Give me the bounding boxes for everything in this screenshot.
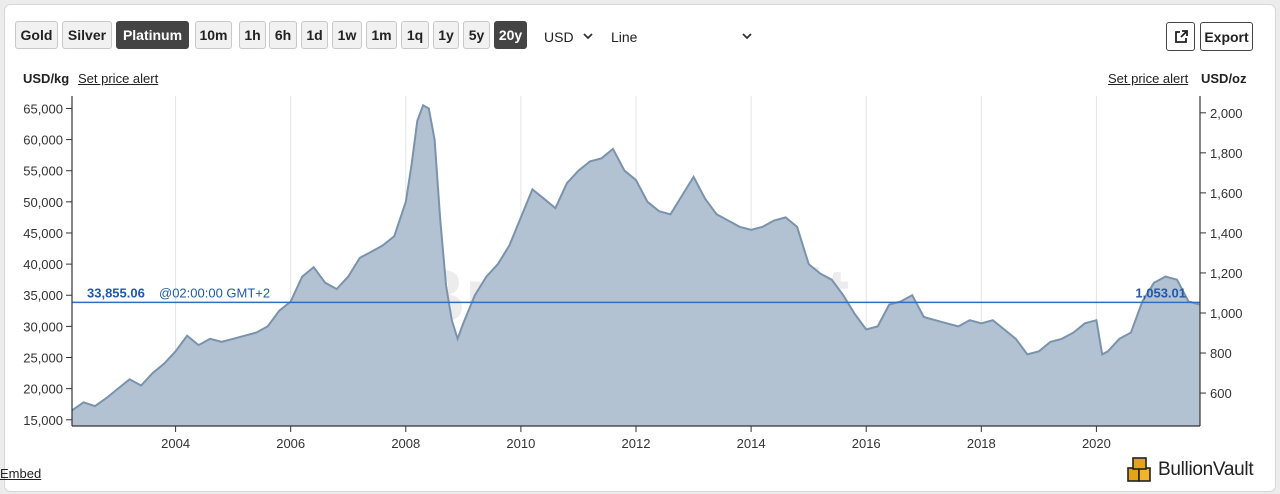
y-right-tick-label: 800 bbox=[1210, 346, 1232, 361]
price-area bbox=[72, 105, 1200, 427]
current-price-oz: 1,053.01 bbox=[1135, 285, 1186, 300]
y-left-tick-label: 15,000 bbox=[23, 413, 63, 428]
open-new-window-button[interactable] bbox=[1166, 22, 1195, 51]
range-button-1m[interactable]: 1m bbox=[366, 21, 397, 49]
metal-button-gold[interactable]: Gold bbox=[15, 21, 58, 49]
gold-bars-icon bbox=[1127, 457, 1151, 482]
range-button-5y[interactable]: 5y bbox=[463, 21, 490, 49]
chevron-down-icon bbox=[742, 33, 752, 40]
y-right-tick-label: 1,800 bbox=[1210, 146, 1243, 161]
chevron-down-icon bbox=[583, 33, 593, 40]
metal-button-platinum[interactable]: Platinum bbox=[116, 21, 189, 49]
current-price-kg: 33,855.06 bbox=[87, 285, 145, 300]
y-right-tick-label: 1,000 bbox=[1210, 306, 1243, 321]
set-price-alert-right[interactable]: Set price alert bbox=[1108, 71, 1189, 86]
y-left-tick-label: 60,000 bbox=[23, 133, 63, 148]
y-left-tick-label: 30,000 bbox=[23, 319, 63, 334]
y-axis-right-ticks: 600 800 1,000 1,200 1,400 1,600 1,800 2,000 bbox=[1200, 106, 1243, 401]
currency-select[interactable]: USD bbox=[538, 25, 602, 49]
price-line bbox=[71, 103, 1201, 412]
range-button-20y[interactable]: 20y bbox=[494, 21, 527, 49]
set-price-alert-left[interactable]: Set price alert bbox=[78, 71, 159, 86]
y-right-tick-label: 1,200 bbox=[1210, 266, 1243, 281]
export-label: Export bbox=[1204, 28, 1249, 45]
y-left-tick-label: 50,000 bbox=[23, 195, 63, 210]
y-right-tick-label: 1,400 bbox=[1210, 226, 1243, 241]
x-tick-label: 2020 bbox=[1082, 436, 1111, 451]
x-tick-label: 2012 bbox=[622, 436, 651, 451]
y-left-tick-label: 25,000 bbox=[23, 351, 63, 366]
embed-link[interactable]: Embed bbox=[0, 466, 42, 481]
y-left-tick-label: 55,000 bbox=[23, 164, 63, 179]
current-price-time: @02:00:00 GMT+2 bbox=[159, 285, 270, 300]
range-button-6h[interactable]: 6h bbox=[269, 21, 297, 49]
x-tick-label: 2006 bbox=[276, 436, 305, 451]
y-right-tick-label: 600 bbox=[1210, 386, 1232, 401]
range-button-1d[interactable]: 1d bbox=[301, 21, 328, 49]
right-unit-label: USD/oz bbox=[1201, 71, 1247, 86]
x-tick-label: 2018 bbox=[967, 436, 996, 451]
y-right-tick-label: 2,000 bbox=[1210, 106, 1243, 121]
y-left-tick-label: 40,000 bbox=[23, 257, 63, 272]
export-button[interactable]: Export bbox=[1200, 22, 1253, 51]
y-left-tick-label: 20,000 bbox=[23, 382, 63, 397]
chart-style-value: Line bbox=[611, 29, 638, 45]
x-axis-ticks: 2004 2006 2008 2010 2012 2014 2016 2018 2020 bbox=[161, 426, 1111, 451]
y-left-tick-label: 45,000 bbox=[23, 226, 63, 241]
chart-style-select[interactable]: Line bbox=[605, 25, 761, 49]
left-unit-label: USD/kg bbox=[23, 71, 70, 86]
range-button-1q[interactable]: 1q bbox=[401, 21, 429, 49]
currency-value: USD bbox=[544, 29, 574, 45]
x-tick-label: 2008 bbox=[391, 436, 420, 451]
y-right-tick-label: 1,600 bbox=[1210, 186, 1243, 201]
brand-logo: BullionVault bbox=[1127, 456, 1254, 484]
x-tick-label: 2016 bbox=[852, 436, 881, 451]
range-button-10m[interactable]: 10m bbox=[195, 21, 232, 49]
y-axis-left-ticks: 15,000 20,000 25,000 30,000 35,000 40,000 45,0… bbox=[23, 101, 72, 428]
metal-button-silver[interactable]: Silver bbox=[62, 21, 112, 49]
range-button-1y[interactable]: 1y bbox=[433, 21, 459, 49]
x-tick-label: 2014 bbox=[737, 436, 766, 451]
x-tick-label: 2010 bbox=[506, 436, 535, 451]
brand-name: BullionVault bbox=[1158, 459, 1254, 480]
y-left-tick-label: 65,000 bbox=[23, 101, 63, 116]
range-button-1w[interactable]: 1w bbox=[332, 21, 362, 49]
external-link-icon bbox=[1174, 29, 1188, 43]
y-left-tick-label: 35,000 bbox=[23, 288, 63, 303]
x-tick-label: 2004 bbox=[161, 436, 190, 451]
range-button-1h[interactable]: 1h bbox=[239, 21, 266, 49]
